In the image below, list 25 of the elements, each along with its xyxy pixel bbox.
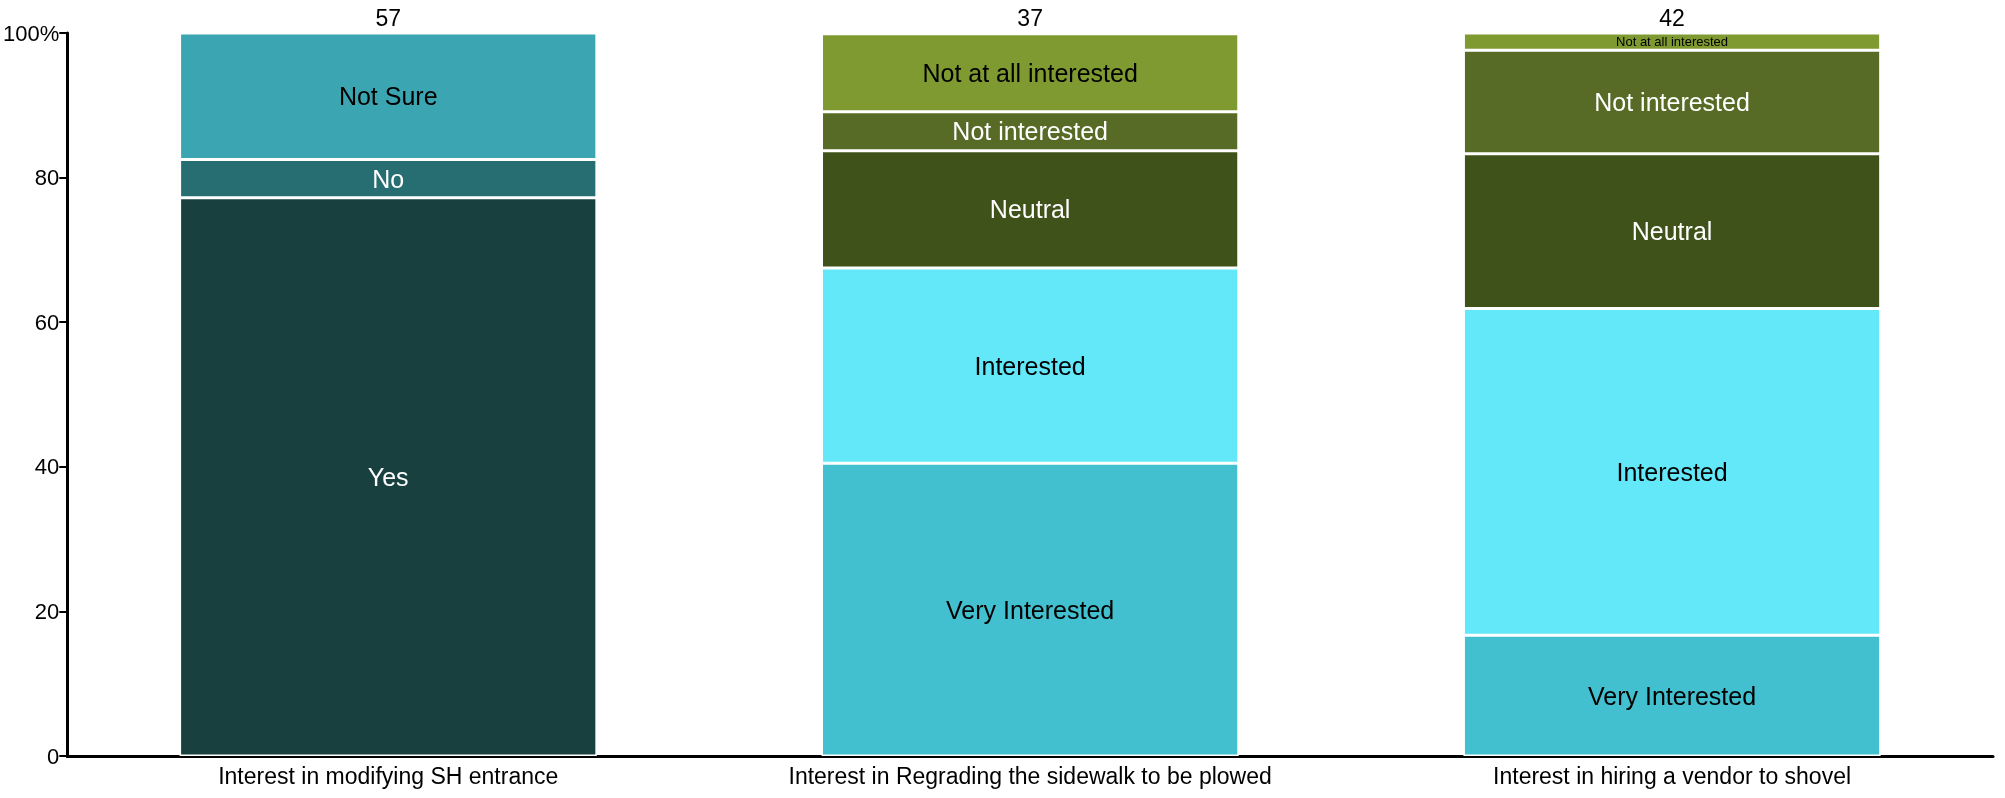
text: Neutral bbox=[1631, 217, 1713, 246]
series-label: Very Interested bbox=[1587, 681, 1757, 710]
text: Interested bbox=[1616, 457, 1728, 486]
y-tick-label: 0 bbox=[47, 743, 60, 769]
x-tick-label: Interest in Regrading the sidewalk to be plowed bbox=[788, 762, 1272, 789]
text: Not at all interested bbox=[922, 58, 1138, 87]
y-tick-label: 40 bbox=[34, 454, 60, 480]
text: Very Interested bbox=[946, 595, 1115, 624]
annotation: 57 bbox=[375, 4, 402, 31]
y-tick-label: 100% bbox=[2, 20, 60, 46]
text: Not interested bbox=[1594, 88, 1750, 117]
y-tick-label: 80 bbox=[34, 165, 60, 191]
series-label: No bbox=[372, 164, 405, 193]
series-label: Neutral bbox=[989, 195, 1071, 224]
annotation: 37 bbox=[1017, 4, 1043, 31]
x-tick-label: Interest in modifying SH entrance bbox=[218, 762, 559, 789]
y-tick-label: 60 bbox=[34, 309, 60, 335]
series-label: Not at all interested bbox=[1616, 34, 1729, 50]
series-label: Yes bbox=[367, 462, 409, 491]
series-label: Not Sure bbox=[338, 82, 438, 111]
series-label: Not interested bbox=[952, 117, 1108, 146]
annotation: 42 bbox=[1659, 4, 1685, 31]
x-tick-label: Interest in hiring a vendor to shovel bbox=[1493, 762, 1852, 789]
y-tick-label: 20 bbox=[34, 598, 60, 624]
series-label: Interested bbox=[974, 351, 1086, 380]
